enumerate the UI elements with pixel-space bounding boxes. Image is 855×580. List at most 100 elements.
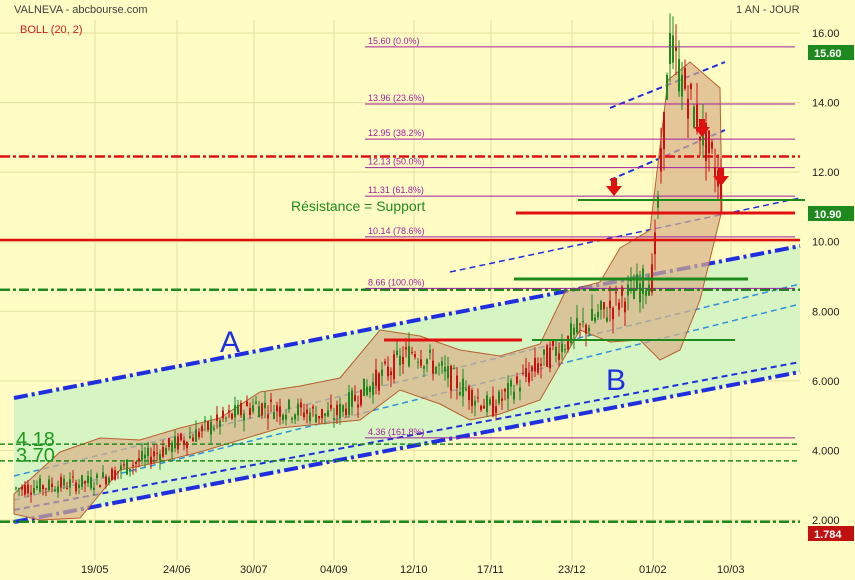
arrow-head xyxy=(713,176,729,186)
candle-body xyxy=(270,399,272,402)
candle-body xyxy=(483,405,485,409)
candle-body xyxy=(225,417,227,419)
candle-body xyxy=(147,447,149,457)
candle-body xyxy=(303,412,305,418)
candle-body xyxy=(153,451,155,457)
candle-body xyxy=(630,280,632,282)
candle-body xyxy=(648,284,650,296)
period-label: 1 AN - JOUR xyxy=(736,4,800,16)
candle-body xyxy=(321,409,323,419)
fib-label: 11.31 (61.8%) xyxy=(368,185,424,195)
candle-body xyxy=(441,361,443,366)
channel-a-upper xyxy=(13,244,801,400)
candle-body xyxy=(198,431,200,438)
y-tick-label: 12.00 xyxy=(812,167,840,179)
candle-body xyxy=(456,375,458,389)
candle-body xyxy=(606,317,608,322)
channel-a-lower xyxy=(13,370,801,524)
candle-body xyxy=(150,456,152,464)
y-tick-label: 10.00 xyxy=(812,237,840,249)
candle-body xyxy=(693,106,695,128)
candle-body xyxy=(189,435,191,438)
candle-body xyxy=(639,283,641,303)
candle-body xyxy=(519,387,521,392)
candle-body xyxy=(231,413,233,419)
bollinger-band xyxy=(13,61,723,521)
candle-body xyxy=(360,389,362,406)
candle-body xyxy=(354,395,356,401)
candle-body xyxy=(180,433,182,441)
candle-body xyxy=(480,405,482,410)
candle-body xyxy=(465,388,467,391)
level-418-label: 4.18 xyxy=(16,429,55,451)
candle-body xyxy=(93,487,95,490)
candle-body xyxy=(135,462,137,465)
candle-body xyxy=(261,403,263,416)
x-tick-label: 23/12 xyxy=(558,564,586,576)
candle-body xyxy=(588,327,590,332)
candle-body xyxy=(570,323,572,344)
candle-body xyxy=(75,482,77,492)
level-370-label: 3.70 xyxy=(16,445,55,467)
candle-body xyxy=(228,410,230,413)
candle-body xyxy=(99,485,101,488)
candle-body xyxy=(237,404,239,415)
candle-body xyxy=(384,361,386,364)
candle-body xyxy=(141,451,143,461)
x-tick-label: 17/11 xyxy=(477,564,504,576)
candle-body xyxy=(234,405,236,418)
candle-body xyxy=(621,287,623,296)
candle-body xyxy=(579,323,581,325)
candle-body xyxy=(405,347,407,350)
candle-body xyxy=(705,123,707,161)
candle-body xyxy=(699,136,701,141)
candle-body xyxy=(117,471,119,473)
candle-body xyxy=(450,365,452,391)
candle-body xyxy=(336,404,338,416)
candle-body xyxy=(27,484,29,494)
arrow-shaft xyxy=(611,178,617,186)
candle-body xyxy=(378,373,380,391)
price-tag-high: 15.60 xyxy=(808,45,854,60)
candle-body xyxy=(132,465,134,467)
candle-body xyxy=(45,488,47,490)
candle-body xyxy=(120,465,122,471)
resistance-support-label: Résistance = Support xyxy=(291,198,425,214)
candle-body xyxy=(711,141,713,149)
candle-body xyxy=(162,446,164,457)
svg-text:10.90: 10.90 xyxy=(814,209,842,221)
candle-body xyxy=(462,378,464,397)
candle-body xyxy=(279,406,281,417)
channel-a-label: A xyxy=(220,326,240,359)
candle-body xyxy=(114,470,116,480)
candle-body xyxy=(144,454,146,459)
candle-body xyxy=(633,290,635,300)
candle-body xyxy=(351,390,353,407)
candle-body xyxy=(414,354,416,358)
svg-text:15.60: 15.60 xyxy=(814,48,842,60)
fib-label: 15.60 (0.0%) xyxy=(368,36,420,46)
horizontal-levels xyxy=(0,155,800,523)
red-arrows xyxy=(606,119,729,196)
candle-body xyxy=(288,399,290,410)
candle-body xyxy=(48,479,50,491)
candle-body xyxy=(138,458,140,462)
candle-body xyxy=(105,476,107,485)
candle-body xyxy=(546,345,548,367)
candle-body xyxy=(297,403,299,416)
candle-body xyxy=(90,477,92,489)
candle-body xyxy=(171,442,173,453)
candle-body xyxy=(471,390,473,407)
candle-body xyxy=(372,381,374,396)
candle-body xyxy=(453,368,455,370)
candle-body xyxy=(300,402,302,408)
indicator-label: BOLL (20, 2) xyxy=(20,24,83,36)
candle-body xyxy=(669,32,671,64)
candle-body xyxy=(78,484,80,488)
arrow-shaft xyxy=(699,119,705,127)
candle-body xyxy=(285,414,287,420)
fibonacci-levels: 15.60 (0.0%) 13.96 (23.6%) 12.95 (38.2%) 12… xyxy=(365,36,795,439)
y-tick-label: 4.000 xyxy=(812,445,840,457)
drawn-segments xyxy=(384,199,805,342)
candle-body xyxy=(522,372,524,374)
